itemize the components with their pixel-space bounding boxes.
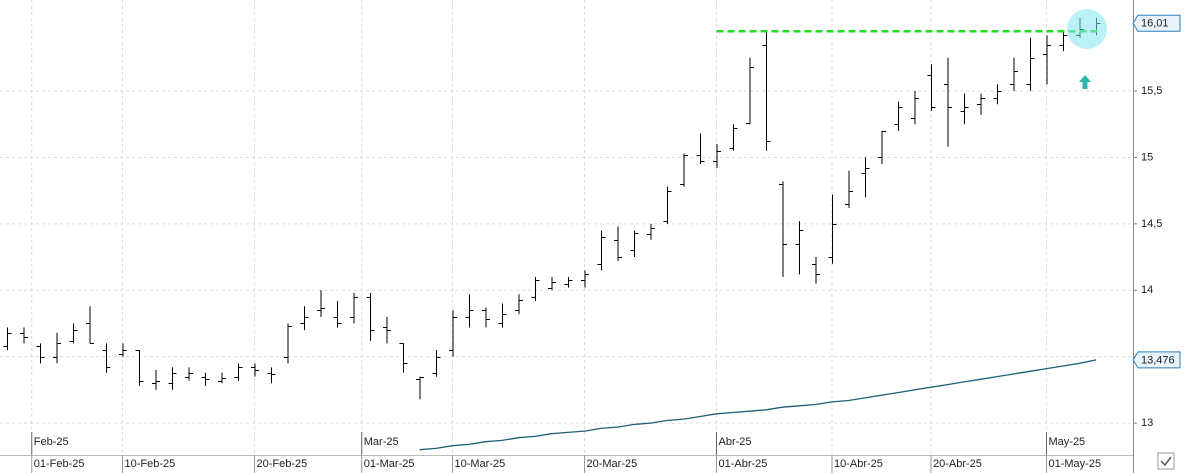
price-tag-label: 13,476 [1141,354,1175,366]
y-tick-label: 14,5 [1141,218,1162,230]
x-tick-label: 01-Feb-25 [34,458,85,470]
moving-average [419,359,1097,451]
highlight-circle [1067,9,1107,49]
check-icon [1160,456,1172,467]
x-tick-label: 20-Feb-25 [257,458,308,470]
x-tick-label: 10-Mar-25 [455,458,506,470]
x-tick-label: 20-Mar-25 [587,458,638,470]
month-label: Abr-25 [719,436,752,448]
x-tick-label: 20-Abr-25 [933,458,982,470]
y-tick-label: 15 [1141,151,1153,163]
x-tick-label: 01-May-25 [1049,458,1102,470]
x-tick-label: 01-Mar-25 [364,458,415,470]
x-tick-label: 10-Feb-25 [125,458,176,470]
y-tick-label: 15,5 [1141,85,1162,97]
x-tick-label: 01-Abr-25 [719,458,768,470]
y-tick-label: 13 [1141,417,1153,429]
x-tick-label: 10-Abr-25 [834,458,883,470]
month-label: Mar-25 [364,436,399,448]
price-tag [1132,14,1181,32]
settings-box[interactable] [1157,452,1175,470]
price-tag [1132,351,1181,369]
grid [0,0,1133,455]
month-label: May-25 [1049,436,1086,448]
price-tag-label: 16,01 [1141,18,1169,30]
plot [3,17,1101,451]
y-tick-label: 14 [1141,284,1153,296]
up-arrow [1079,75,1091,89]
month-label: Feb-25 [34,436,69,448]
